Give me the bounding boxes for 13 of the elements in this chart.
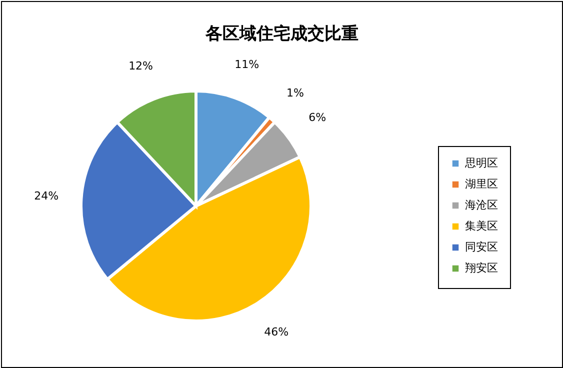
chart-title: 各区域住宅成交比重 bbox=[204, 24, 358, 44]
data-label: 1% bbox=[286, 86, 304, 100]
legend-label: 集美区 bbox=[465, 220, 498, 232]
legend-label: 翔安区 bbox=[465, 262, 498, 274]
legend-label: 思明区 bbox=[464, 156, 498, 170]
legend-label: 海沧区 bbox=[465, 198, 498, 212]
data-label: 6% bbox=[308, 110, 326, 124]
data-label: 46% bbox=[264, 326, 289, 339]
data-label: 12% bbox=[128, 60, 154, 73]
legend-label: 同安区 bbox=[465, 240, 498, 254]
data-label: 24% bbox=[34, 190, 59, 203]
legend-label: 湖里区 bbox=[465, 178, 498, 190]
data-label: 11% bbox=[234, 58, 260, 71]
